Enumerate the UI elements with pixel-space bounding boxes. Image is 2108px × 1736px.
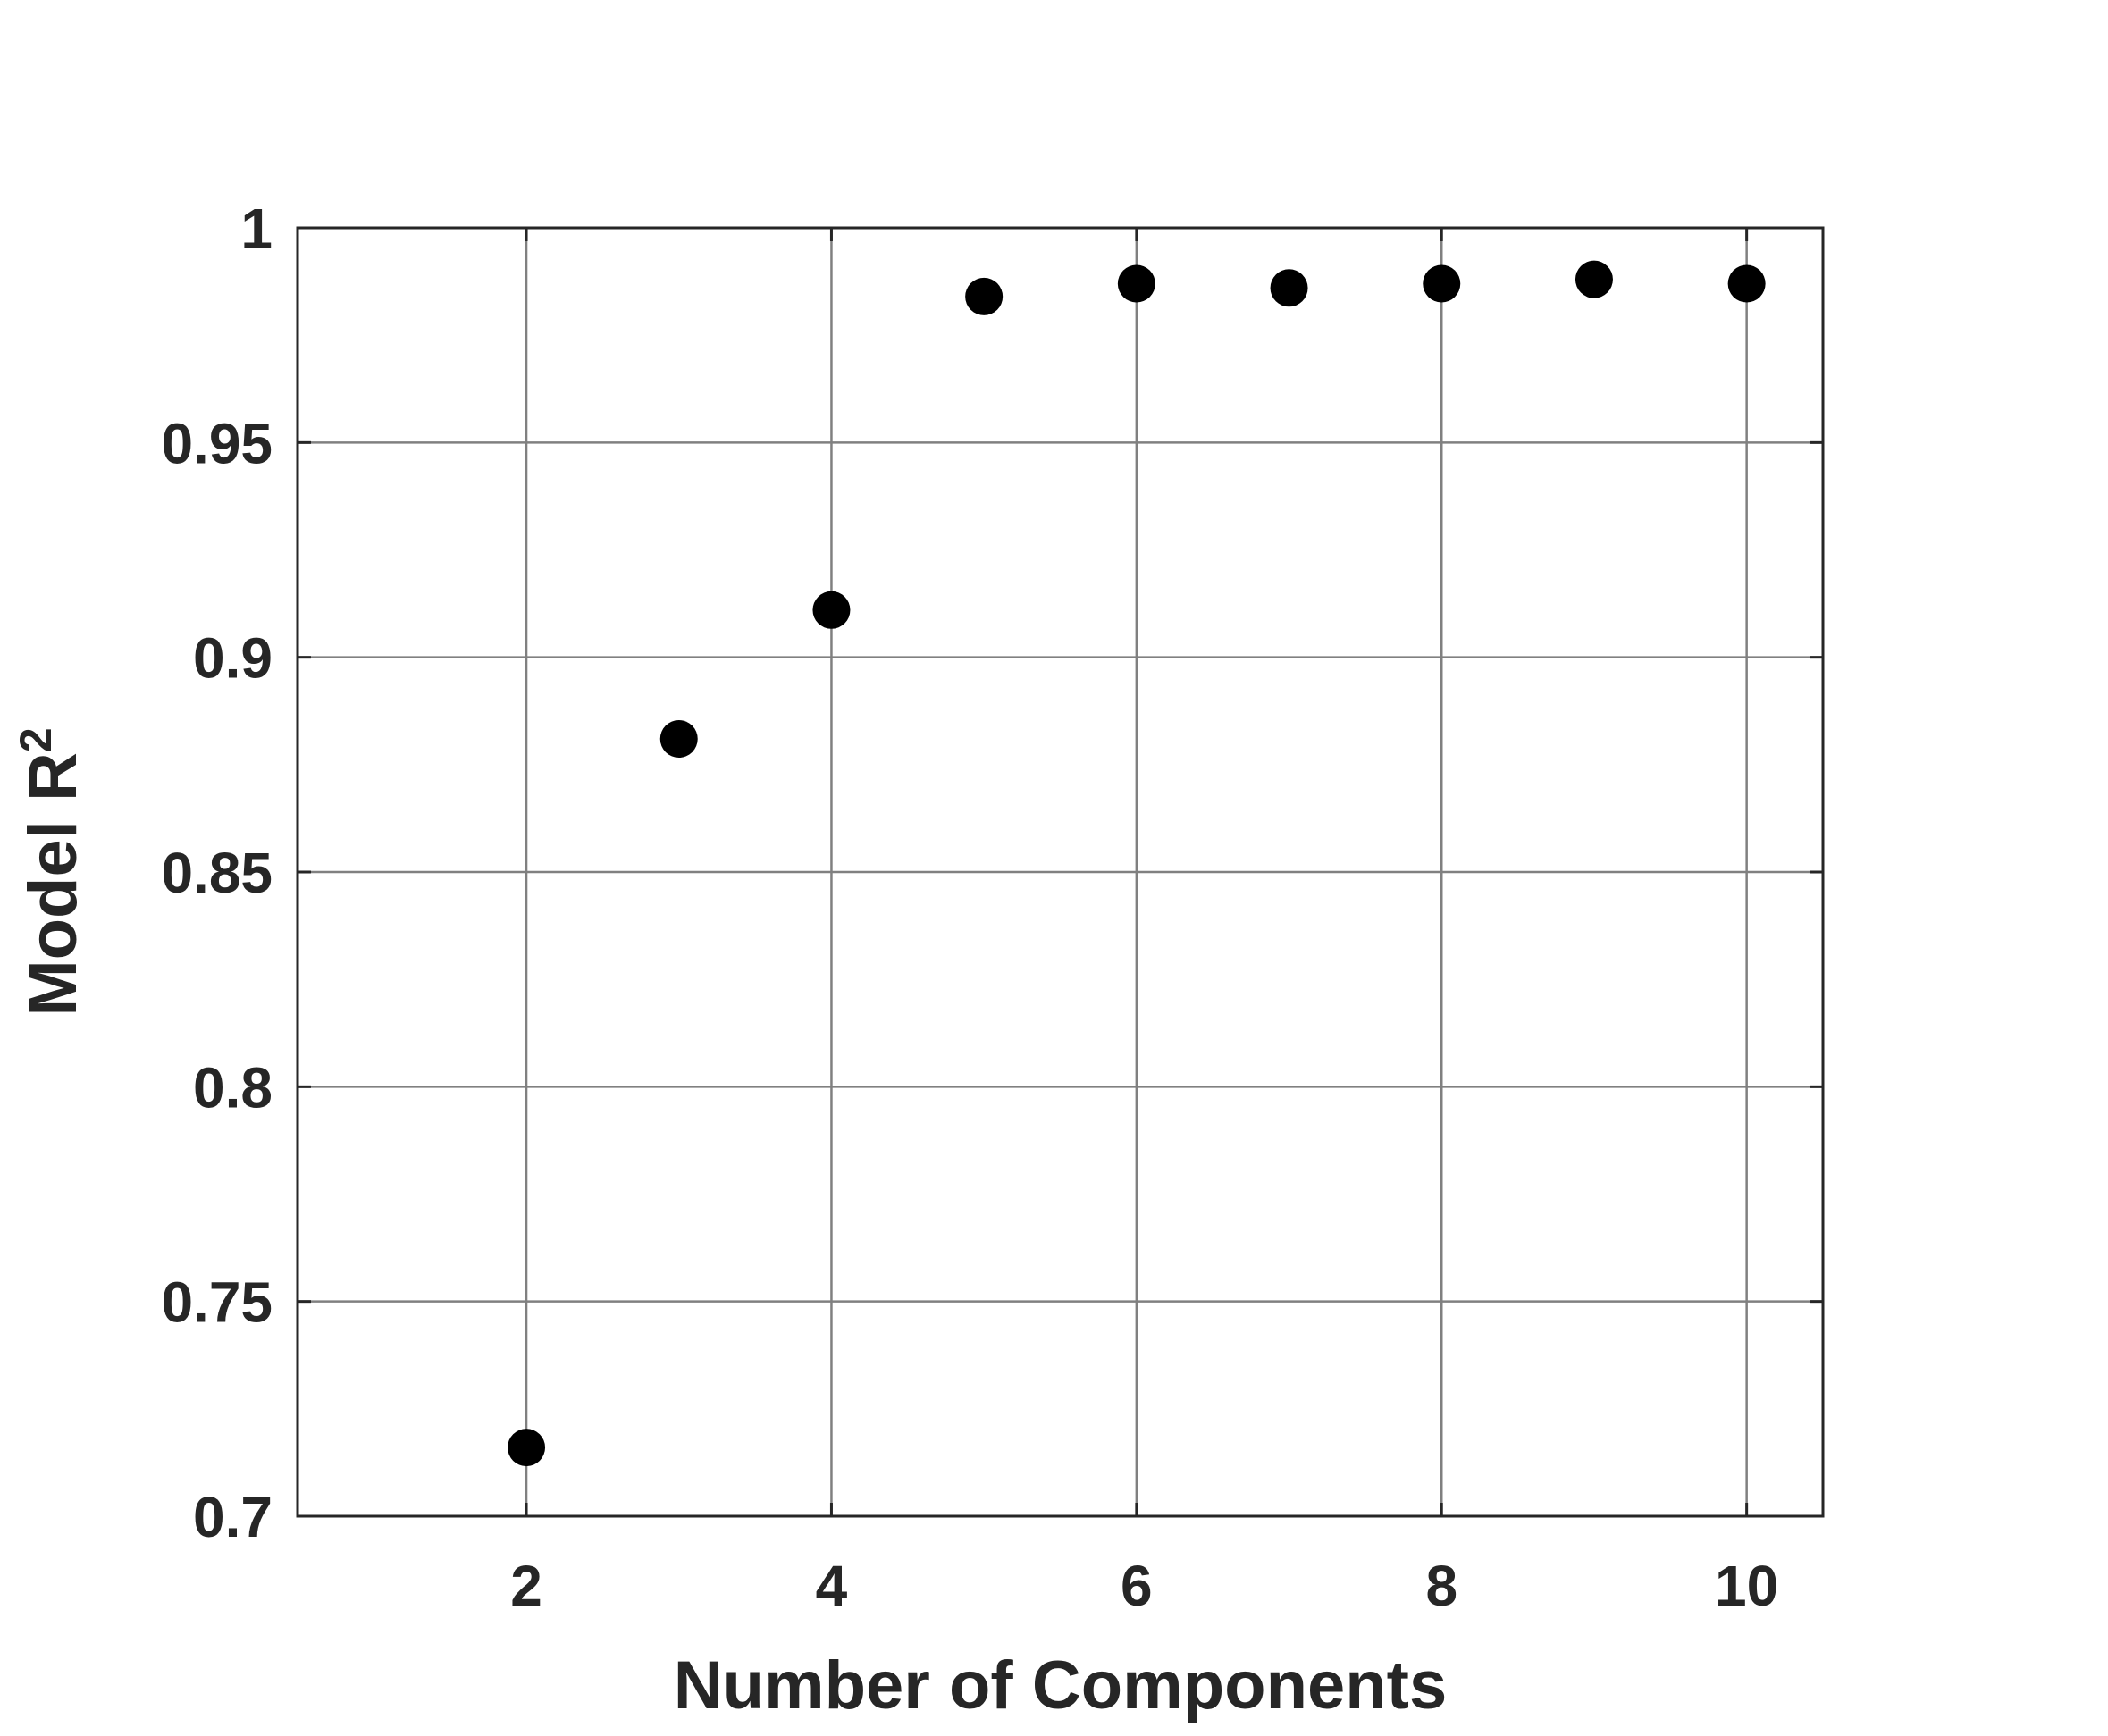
x-tick-label: 4 xyxy=(816,1554,848,1618)
y-axis-label-main: Model R xyxy=(15,752,91,1017)
y-tick-label: 0.7 xyxy=(193,1485,273,1549)
y-tick-label: 0.85 xyxy=(161,841,273,905)
y-tick-label: 0.8 xyxy=(193,1055,273,1120)
data-point xyxy=(508,1429,546,1467)
data-point xyxy=(1423,264,1461,303)
data-point xyxy=(1270,269,1308,307)
data-point xyxy=(1575,260,1613,298)
x-tick-label: 8 xyxy=(1425,1554,1457,1618)
data-points xyxy=(508,260,1766,1467)
x-axis-label: Number of Components xyxy=(674,1648,1448,1723)
y-tick-label: 0.95 xyxy=(161,411,273,475)
axis-ticks xyxy=(298,226,1823,1518)
y-axis-label: Model R2 xyxy=(11,727,91,1016)
grid xyxy=(298,226,1823,1518)
data-point xyxy=(659,719,698,758)
x-tick-label: 6 xyxy=(1121,1554,1153,1618)
data-point xyxy=(1117,264,1155,303)
y-axis-label-superscript: 2 xyxy=(11,727,61,752)
data-point xyxy=(812,591,851,629)
data-point xyxy=(965,277,1004,315)
x-axis-tick-labels: 2 4 6 8 10 xyxy=(510,1554,1778,1618)
y-tick-label: 0.9 xyxy=(193,626,273,691)
x-tick-label: 2 xyxy=(510,1554,542,1618)
x-tick-label: 10 xyxy=(1715,1554,1778,1618)
y-tick-label: 1 xyxy=(240,197,273,261)
y-tick-label: 0.75 xyxy=(161,1271,273,1335)
data-point xyxy=(1727,264,1766,303)
y-axis-tick-labels: 0.7 0.75 0.8 0.85 0.9 0.95 1 xyxy=(161,197,273,1549)
